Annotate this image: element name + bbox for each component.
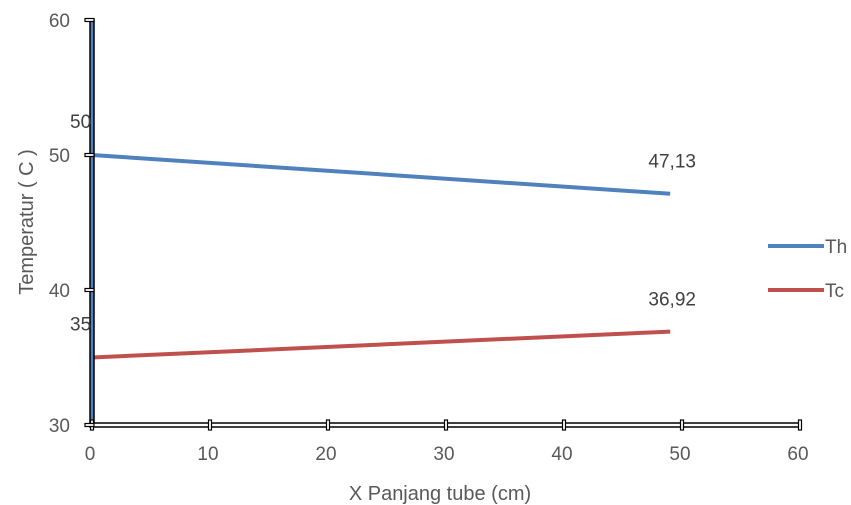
series-lines [91, 153, 671, 360]
series-line-tc [91, 329, 671, 360]
legend-label-tc: Tc [825, 281, 844, 302]
x-tick-mark [443, 419, 449, 431]
y-tick-label: 40 [49, 281, 70, 302]
data-label: 50 [70, 112, 91, 133]
x-tick-label: 50 [669, 444, 690, 465]
tick-labels: 0 10 20 30 40 50 60 30 40 50 60 [49, 11, 809, 465]
x-tick-mark [325, 419, 331, 431]
x-tick-mark [797, 419, 803, 431]
x-tick-label: 60 [787, 444, 808, 465]
x-tick-label: 40 [551, 444, 572, 465]
series-line-th [91, 153, 671, 196]
y-tick-label: 50 [49, 146, 70, 167]
x-tick-label: 30 [433, 444, 454, 465]
y-tick-label: 60 [49, 11, 70, 32]
y-axis-line [89, 19, 95, 426]
y-axis-title: Temperatur ( C ) [16, 149, 38, 295]
data-labels: 50 47,13 35 36,92 [70, 112, 696, 336]
data-label: 47,13 [648, 152, 696, 173]
legend: Th Tc [768, 237, 847, 302]
data-label: 35 [70, 315, 91, 336]
y-tick-mark [84, 17, 95, 23]
x-tick-mark [207, 419, 213, 431]
x-tick-label: 10 [197, 444, 218, 465]
y-tick-mark [84, 287, 95, 293]
x-tick-label: 20 [315, 444, 336, 465]
data-label: 36,92 [648, 290, 696, 311]
y-tick-mark [84, 422, 95, 428]
y-tick-mark [84, 152, 95, 158]
x-tick-mark [679, 419, 685, 431]
x-tick-label: 0 [85, 444, 96, 465]
x-tick-mark [561, 419, 567, 431]
y-tick-label: 30 [49, 416, 70, 437]
x-axis-title: X Panjang tube (cm) [349, 483, 531, 505]
legend-label-th: Th [825, 237, 847, 258]
axes [89, 19, 801, 428]
